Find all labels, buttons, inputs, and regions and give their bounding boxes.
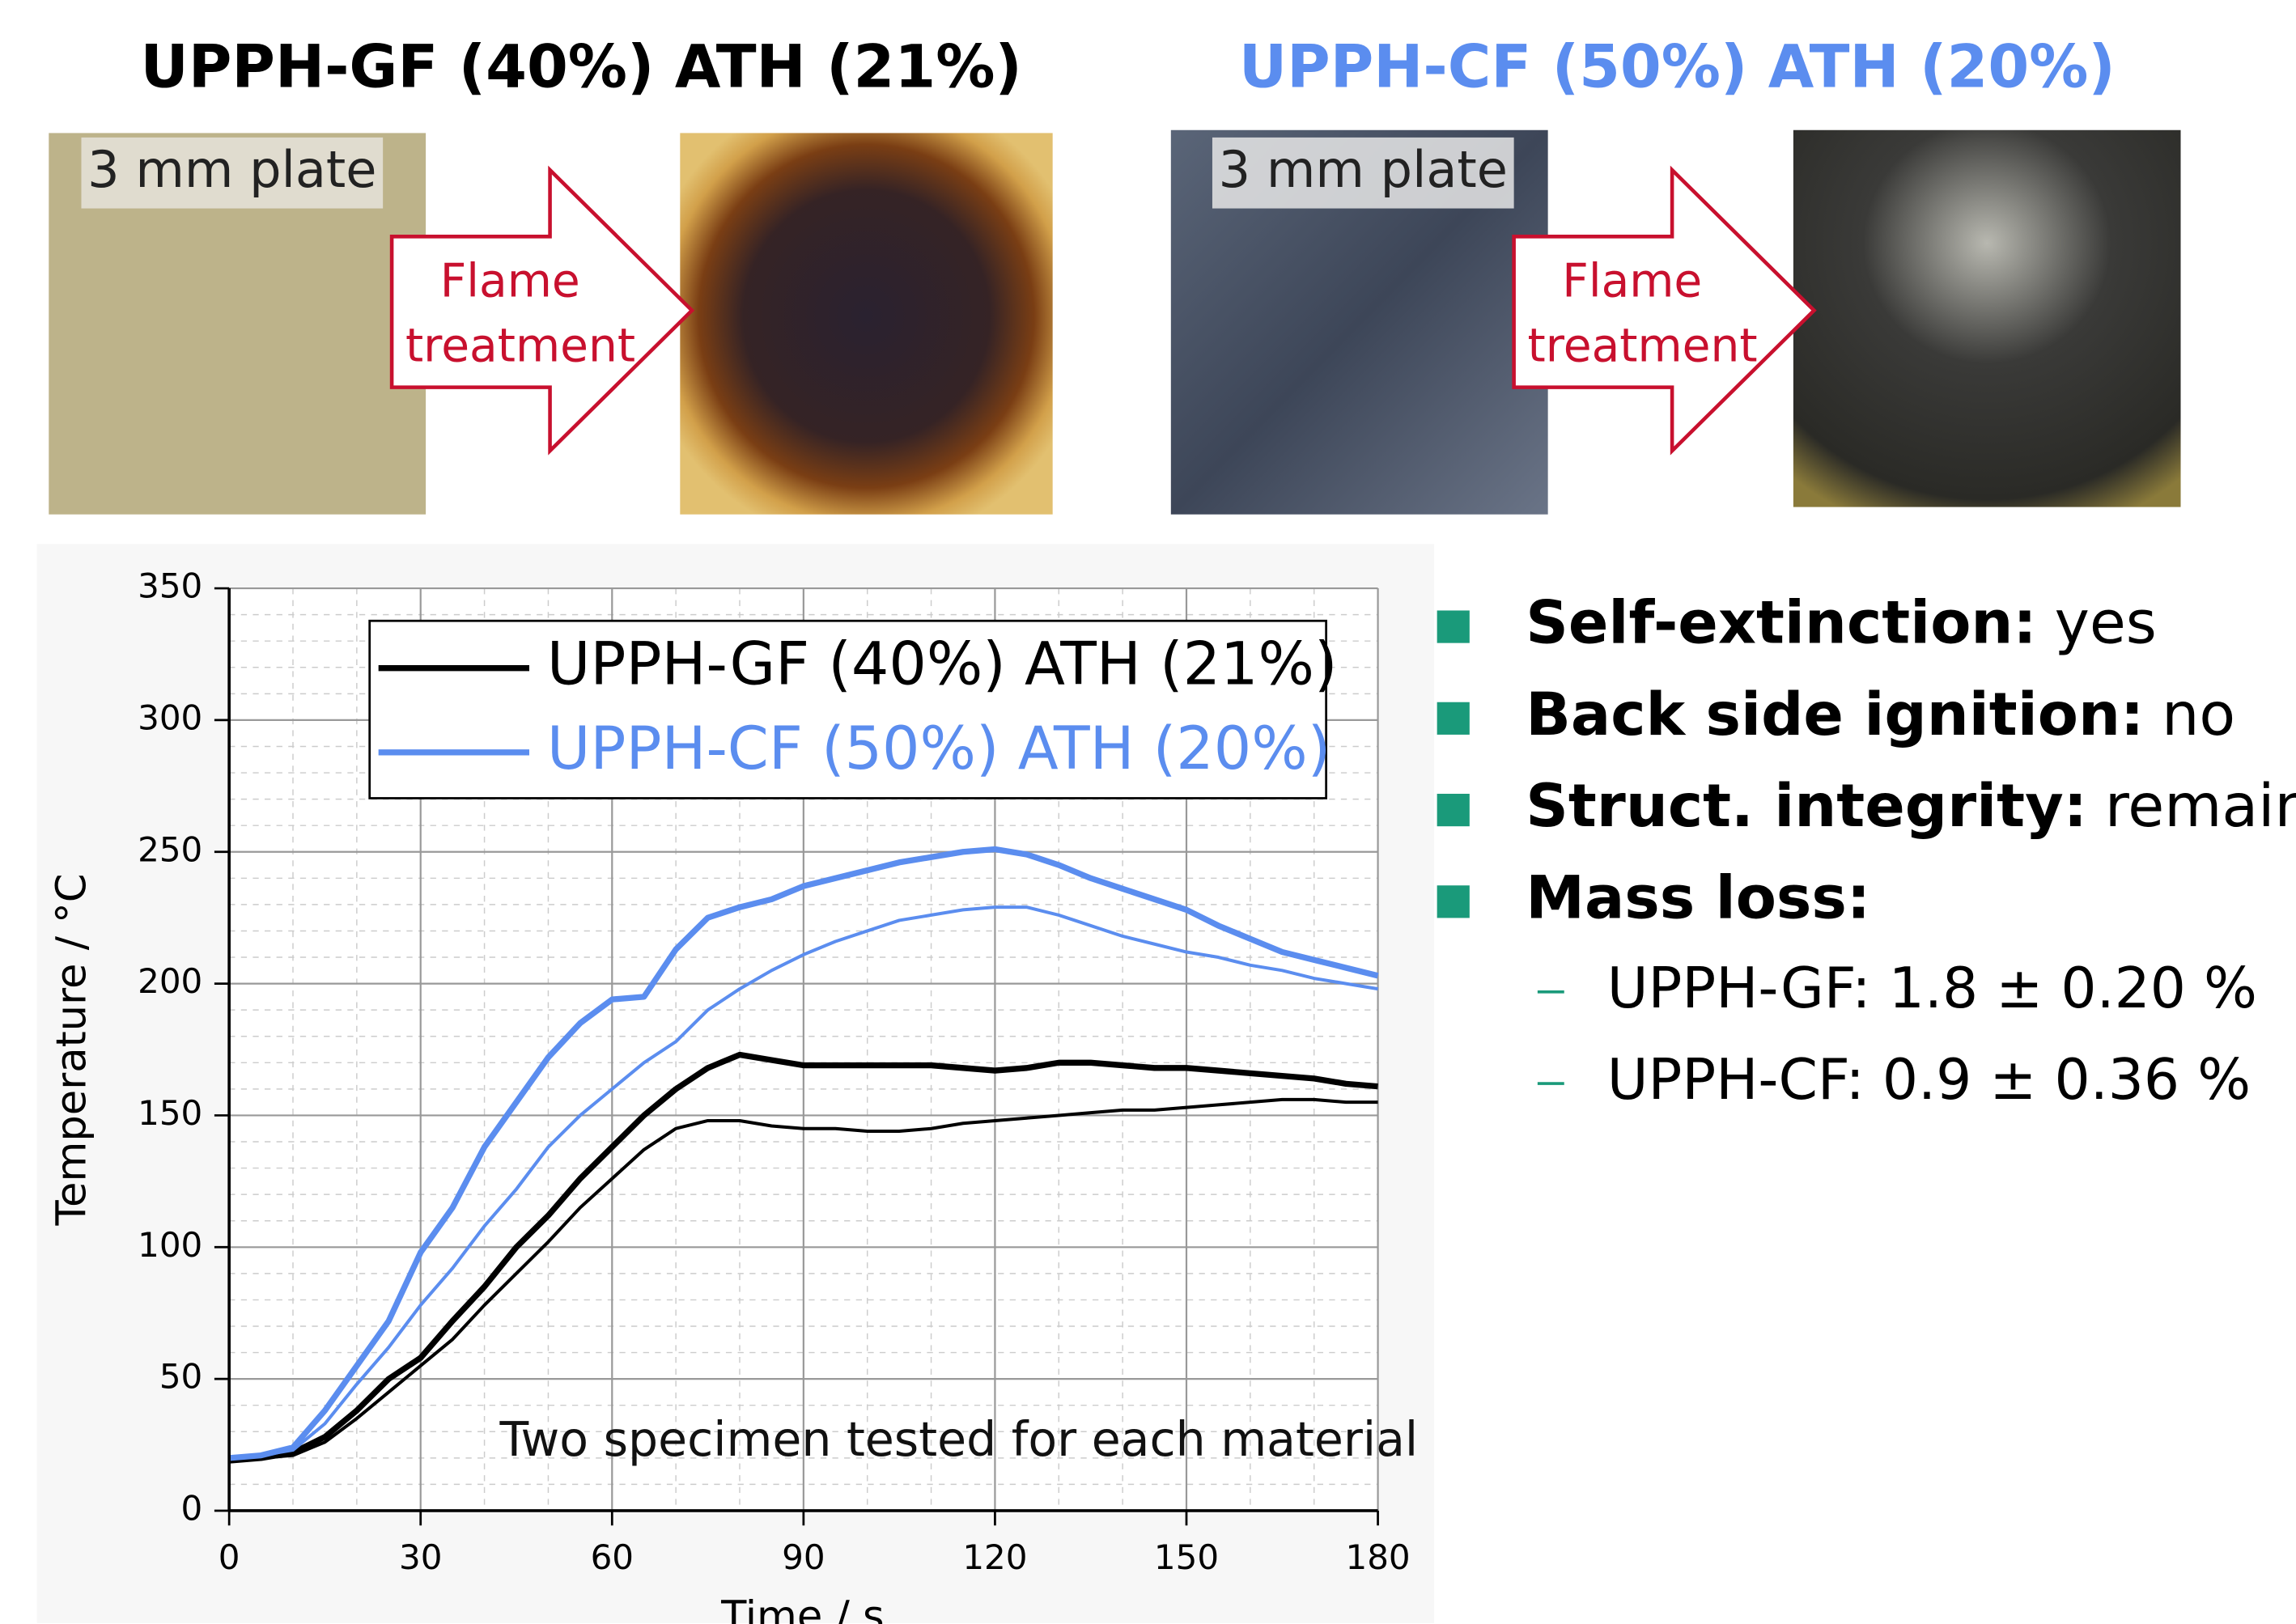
legend-label: UPPH-GF (40%) ATH (21%) <box>547 630 1338 699</box>
y-tick-label: 150 <box>138 1093 202 1133</box>
y-axis-label: Temperature / °C <box>48 874 95 1227</box>
y-tick-label: 100 <box>138 1225 202 1265</box>
finding: Struct. integrity: remains <box>1526 772 2296 841</box>
finding-value: no <box>2162 681 2235 749</box>
finding-value: remains <box>2105 772 2296 841</box>
x-tick-label: 60 <box>591 1537 634 1577</box>
y-tick-label: 50 <box>159 1357 202 1397</box>
x-tick-label: 30 <box>399 1537 442 1577</box>
arrow-label: treatment <box>1528 320 1758 373</box>
legend-label: UPPH-CF (50%) ATH (20%) <box>547 714 1330 783</box>
x-tick-label: 120 <box>962 1537 1027 1577</box>
x-tick-label: 180 <box>1345 1537 1410 1577</box>
legend: UPPH-GF (40%) ATH (21%) UPPH-CF (50%) ATH… <box>370 621 1338 798</box>
bullet <box>1437 794 1470 826</box>
y-tick-label: 0 <box>181 1488 203 1528</box>
bullet <box>1437 885 1470 918</box>
bullet <box>1437 702 1470 735</box>
arrow <box>392 170 692 451</box>
slide: UPPH-GF (40%) ATH (21%) UPPH-CF (50%) AT… <box>0 0 2296 1624</box>
annotation: Two specimen tested for each material <box>499 1412 1418 1467</box>
finding-value: yes <box>2055 589 2157 658</box>
finding: Back side ignition: no <box>1526 681 2235 749</box>
page: UPPH-GF (40%) ATH (21%) UPPH-CF (50%) AT… <box>0 0 2296 1624</box>
mass-loss-item: UPPH-GF: 1.8 ± 0.20 % <box>1607 956 2257 1021</box>
x-tick-label: 150 <box>1154 1537 1219 1577</box>
finding: Self-extinction: yes <box>1526 589 2157 658</box>
panel-title: UPPH-CF (50%) ATH (20%) <box>1239 33 2116 102</box>
x-tick-label: 90 <box>782 1537 825 1577</box>
finding-label: Mass loss: <box>1526 863 1870 932</box>
photo-gf-after <box>680 133 1052 514</box>
arrow-label: Flame <box>440 254 580 307</box>
finding: Mass loss: <box>1526 863 1870 932</box>
findings: Self-extinction: yes Back side ignition: no… <box>1437 589 2296 1113</box>
y-tick-label: 200 <box>138 961 202 1001</box>
finding-label: Back side ignition: <box>1526 681 2144 749</box>
plate-label: 3 mm plate <box>1219 140 1508 199</box>
finding-label: Self-extinction: <box>1526 589 2036 658</box>
finding-label: Struct. integrity: <box>1526 772 2087 841</box>
photo-cf-after <box>1793 130 2181 507</box>
panel-title: UPPH-GF (40%) ATH (21%) <box>141 33 1022 102</box>
arrow <box>1514 170 1814 451</box>
y-tick-label: 300 <box>138 698 202 737</box>
y-tick-label: 250 <box>138 829 202 869</box>
bullet <box>1437 610 1470 642</box>
x-axis-label: Time / s <box>720 1592 885 1624</box>
plate-label: 3 mm plate <box>87 140 376 199</box>
arrow-label: treatment <box>405 320 635 373</box>
arrow-label: Flame <box>1562 254 1702 307</box>
x-tick-label: 0 <box>219 1537 240 1577</box>
y-tick-label: 350 <box>138 566 202 606</box>
mass-loss-item: UPPH-CF: 0.9 ± 0.36 % <box>1607 1048 2251 1113</box>
